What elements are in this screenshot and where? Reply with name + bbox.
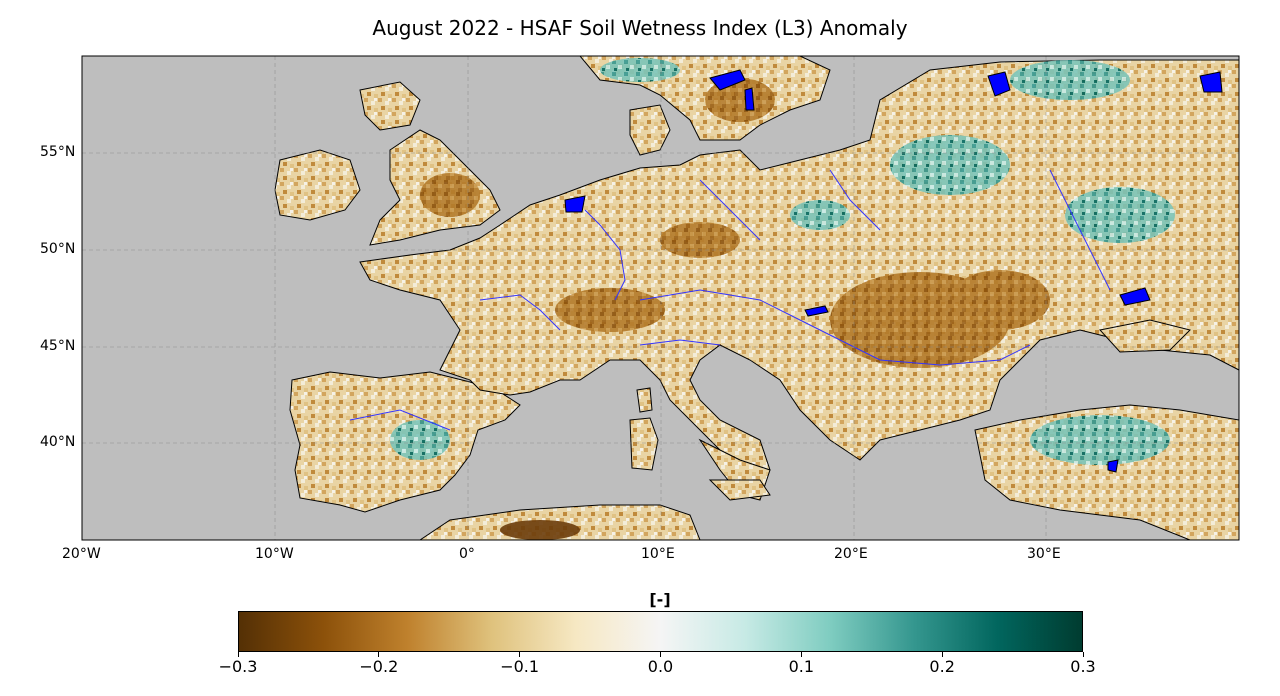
elbe	[699, 179, 761, 241]
colorbar-tick-label: 0.3	[1070, 657, 1096, 676]
colorbar-label: [-]	[649, 590, 671, 609]
lon-label-20e: 20°E	[834, 546, 868, 562]
lon-label-0: 0°	[459, 546, 475, 562]
africa-dry	[500, 520, 580, 540]
danube	[639, 289, 1031, 366]
baltic-wet	[1010, 60, 1130, 100]
colorbar-tick	[941, 652, 943, 657]
lon-label-10e: 10°E	[641, 546, 675, 562]
lake-ijssel	[564, 195, 586, 213]
spain-wet	[390, 420, 450, 460]
rivers	[349, 169, 1111, 431]
lake-ladoga	[987, 71, 1011, 97]
belarus-wet	[890, 135, 1010, 195]
russia-lake	[1199, 71, 1223, 93]
crimea	[1099, 319, 1191, 353]
poland-wet	[790, 200, 850, 230]
romania-dry	[950, 270, 1050, 330]
corsica	[636, 387, 653, 413]
alps-dry	[555, 288, 665, 332]
ukraine-wet	[1065, 187, 1175, 243]
denmark	[629, 104, 671, 156]
gridlines	[82, 56, 1239, 540]
lat-label-40: 40°N	[40, 434, 76, 450]
lake-vanern	[709, 69, 746, 91]
colorbar-tick-label: 0.0	[647, 657, 674, 676]
lon-label-10w: 10°W	[255, 546, 294, 562]
colorbar-tick-label: −0.1	[500, 657, 540, 676]
colorbar-tick	[378, 652, 380, 657]
sardinia	[629, 417, 659, 471]
lon-label-20w: 20°W	[62, 546, 101, 562]
scandinavia-wet	[600, 58, 680, 82]
po	[639, 339, 721, 346]
colorbar-tick-label: −0.2	[359, 657, 399, 676]
map-title: August 2022 - HSAF Soil Wetness Index (L…	[372, 16, 908, 40]
colorbar-tick	[800, 652, 802, 657]
lat-label-45: 45°N	[40, 338, 76, 354]
england-dry	[420, 173, 480, 217]
sicily	[708, 479, 771, 501]
lat-label-50: 50°N	[40, 241, 76, 257]
colorbar	[238, 611, 1083, 652]
kakhovka	[1119, 287, 1151, 306]
colorbar-tick	[1082, 652, 1084, 657]
lon-label-30e: 30°E	[1027, 546, 1061, 562]
dnieper	[1049, 169, 1111, 291]
lat-label-55: 55°N	[40, 144, 76, 160]
map-frame	[81, 55, 1240, 541]
ebro	[349, 409, 451, 431]
loire	[479, 294, 561, 331]
colorbar-tick-label: 0.1	[788, 657, 815, 676]
lake-vattern	[744, 87, 755, 111]
colorbar-tick	[660, 652, 661, 657]
colorbar-tick	[519, 652, 521, 657]
mainland-europe	[359, 59, 1239, 481]
colorbar-tick-label: −0.3	[218, 657, 258, 676]
turkey-wet	[1030, 415, 1170, 465]
rhine	[584, 209, 626, 301]
lakes	[564, 69, 1223, 473]
lake-balaton	[804, 305, 829, 317]
colorbar-tick-label: 0.2	[929, 657, 955, 676]
wet-anomalies	[390, 58, 1175, 465]
colorbar-tick	[237, 652, 239, 657]
scotland	[359, 81, 421, 131]
vistula	[829, 169, 881, 231]
germany-dry	[660, 222, 740, 258]
turkey-lake	[1107, 459, 1119, 473]
